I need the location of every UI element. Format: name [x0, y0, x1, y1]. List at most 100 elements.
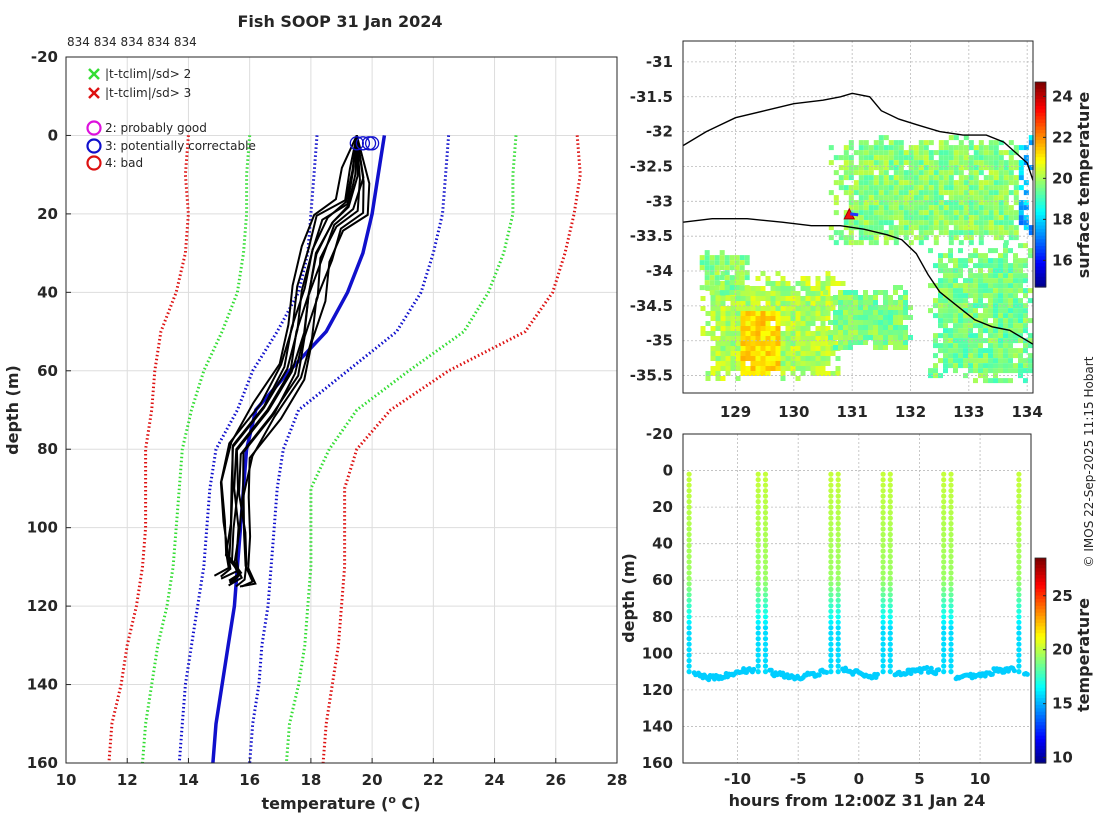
sst-cell	[888, 320, 893, 325]
sst-cell	[878, 160, 884, 166]
sst-cell	[745, 301, 751, 306]
sst-cell	[785, 341, 791, 346]
x-tick-label: 16	[239, 771, 260, 789]
sst-cell	[963, 313, 968, 319]
sst-cell	[700, 306, 706, 311]
sst-cell	[998, 180, 1004, 186]
dt-x-tick-label: 0	[854, 770, 864, 788]
sst-cell	[913, 155, 919, 161]
sst-cell	[745, 356, 751, 361]
sst-cell	[968, 308, 973, 314]
legend-label: |t-tclim|/sd> 2	[105, 67, 191, 81]
sst-cell	[853, 305, 858, 310]
colorbar-swatch	[1035, 756, 1046, 761]
sst-cell	[943, 333, 948, 339]
sst-cell	[928, 160, 934, 166]
sst-cell	[993, 258, 998, 264]
sst-cell	[893, 190, 899, 196]
dt-cast-point	[880, 504, 886, 510]
colorbar-swatch	[1035, 561, 1046, 566]
sst-cell	[699, 255, 705, 261]
sst-cell	[948, 155, 954, 161]
dt-cast-point	[887, 526, 893, 532]
dt-cast-point	[762, 658, 769, 664]
dt-cast-point	[755, 564, 761, 571]
sst-cell	[888, 295, 893, 300]
sst-cell	[1013, 353, 1018, 359]
sst-cell	[745, 366, 751, 371]
sst-cell	[943, 283, 948, 289]
sst-cell	[1023, 278, 1028, 284]
sst-cell	[1003, 328, 1008, 334]
dt-cast-point	[828, 526, 834, 532]
dt-cast-point	[686, 663, 692, 669]
sst-cell	[848, 200, 854, 206]
sst-cell	[928, 215, 934, 221]
series-line	[141, 135, 252, 764]
sst-cell	[948, 283, 953, 289]
sst-cell	[978, 170, 984, 176]
sst-cell	[815, 296, 821, 301]
dt-cast-point	[828, 603, 834, 609]
sst-cell	[943, 338, 948, 344]
sst-cell	[963, 165, 969, 171]
sst-cell	[729, 285, 735, 291]
sst-cell	[973, 248, 978, 254]
sst-cell	[878, 170, 884, 176]
dt-cast-point	[1016, 630, 1022, 636]
sst-cell	[843, 185, 849, 191]
sst-cell	[1003, 180, 1009, 186]
sst-cell	[1008, 170, 1014, 176]
sst-cell	[973, 313, 978, 319]
colorbar-swatch	[1035, 194, 1046, 199]
sst-cell	[903, 295, 908, 300]
sst-cell	[908, 175, 914, 181]
sst-cell	[903, 330, 908, 335]
sst-cell	[958, 190, 964, 196]
sst-cell	[913, 215, 919, 221]
dt-cast-point	[835, 477, 841, 483]
profile-legend: |t-tclim|/sd> 2|t-tclim|/sd> 32: probabl…	[86, 67, 256, 171]
sst-cell	[873, 295, 878, 300]
sst-cell	[948, 328, 953, 334]
sst-cell	[858, 170, 864, 176]
sst-cell	[943, 145, 949, 151]
colorbar-swatch	[1035, 612, 1046, 617]
sst-cell	[988, 328, 993, 334]
sst-cell	[878, 190, 884, 196]
sst-cell	[913, 150, 919, 156]
sst-cell	[998, 273, 1003, 279]
sst-cell	[933, 263, 938, 269]
sst-cell	[903, 340, 908, 345]
dt-cast-point	[755, 521, 761, 527]
dt-cast-point	[755, 614, 761, 620]
sst-cell	[943, 263, 948, 269]
dt-cast-point	[948, 625, 954, 631]
sst-cell	[1028, 368, 1033, 374]
sst-cell	[953, 283, 958, 289]
sst-cell	[908, 215, 914, 221]
sst-cell	[883, 155, 889, 161]
dt-cast-point	[755, 652, 761, 658]
sst-cell	[790, 296, 796, 301]
sst-cell	[1018, 353, 1023, 359]
sst-cell	[750, 321, 756, 326]
sst-cell	[918, 230, 924, 236]
sst-cell	[883, 150, 889, 156]
sst-cell	[963, 150, 969, 156]
sst-cell	[815, 316, 821, 321]
sst-cell	[993, 205, 999, 211]
sst-cell	[993, 170, 999, 176]
sst-cell	[973, 293, 978, 299]
dt-cast-point	[941, 564, 947, 571]
sst-cell	[830, 281, 836, 286]
sst-cell	[820, 331, 826, 336]
sst-cell	[810, 301, 816, 306]
dt-cast-point	[755, 619, 761, 625]
sst-cell	[765, 361, 771, 366]
sst-cell	[1003, 353, 1008, 359]
sst-cell	[963, 215, 969, 221]
dt-cast-point	[762, 526, 769, 532]
sst-cell	[724, 290, 730, 296]
colorbar-swatch	[1035, 184, 1046, 189]
